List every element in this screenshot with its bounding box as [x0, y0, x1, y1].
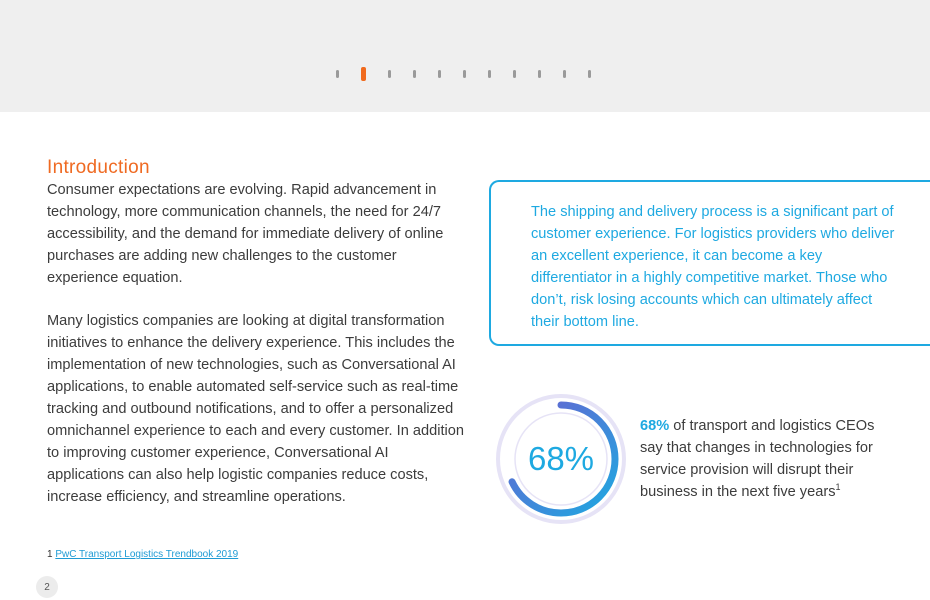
stat-ring-chart — [496, 394, 626, 524]
page-indicator-dot[interactable] — [538, 70, 541, 78]
page-indicator-dot[interactable] — [488, 70, 491, 78]
page-indicator-dot[interactable] — [438, 70, 441, 78]
ring-outer-track — [496, 394, 626, 524]
section-heading: Introduction — [47, 157, 150, 178]
ring-inner-track — [514, 412, 608, 506]
page-indicator-dot[interactable] — [513, 70, 516, 78]
ring-progress-arc — [503, 401, 619, 517]
page-indicator-dot[interactable] — [388, 70, 391, 78]
page-number-badge: 2 — [36, 576, 58, 598]
page-indicator-dot[interactable] — [361, 67, 366, 81]
footnote-source-link[interactable]: PwC Transport Logistics Trendbook 2019 — [55, 549, 239, 560]
page-indicator-dot[interactable] — [413, 70, 416, 78]
stat-footnote-marker: 1 — [835, 481, 841, 492]
stat-text: of transport and logistics CEOs say that… — [640, 418, 875, 500]
intro-paragraph-2: Many logistics companies are looking at … — [47, 313, 464, 505]
footnote: 1 PwC Transport Logistics Trendbook 2019 — [47, 549, 238, 560]
stat-value: 68% — [527, 440, 595, 477]
stat-highlight: 68% — [640, 418, 670, 434]
top-bar — [0, 0, 930, 112]
page-indicator-dot[interactable] — [588, 70, 591, 78]
callout-box: The shipping and delivery process is a s… — [489, 180, 930, 346]
stat-description: 68% of transport and logistics CEOs say … — [640, 416, 900, 504]
page-indicator-dot[interactable] — [463, 70, 466, 78]
page-indicator — [336, 66, 613, 82]
page-indicator-dot[interactable] — [563, 70, 566, 78]
callout-text: The shipping and delivery process is a s… — [531, 204, 895, 330]
footnote-marker: 1 — [47, 549, 53, 560]
intro-paragraph-1: Consumer expectations are evolving. Rapi… — [47, 182, 444, 286]
intro-body: Consumer expectations are evolving. Rapi… — [47, 180, 467, 509]
page-indicator-dot[interactable] — [336, 70, 339, 78]
